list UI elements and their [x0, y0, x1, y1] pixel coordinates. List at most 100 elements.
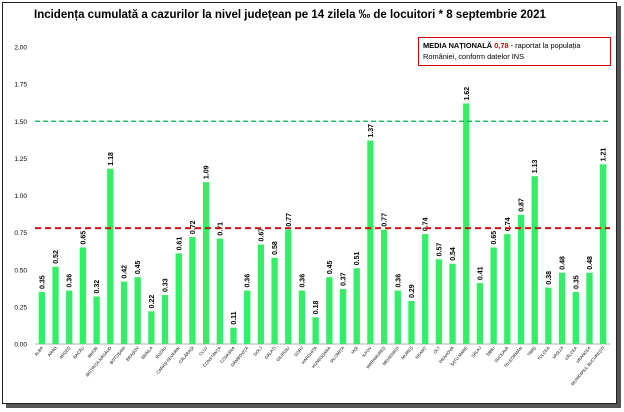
bar: [298, 290, 306, 344]
bar: [339, 289, 347, 344]
data-label: 0.41: [477, 266, 484, 280]
bar: [600, 164, 607, 344]
x-tick-label: IAŞI: [350, 345, 359, 354]
bar: [517, 214, 525, 344]
data-label: 0.36: [299, 274, 306, 288]
x-tick-label: BIHOR: [87, 345, 99, 358]
bar: [216, 238, 223, 344]
bar: [271, 257, 278, 344]
data-label: 0.11: [231, 311, 238, 324]
y-tick-label: 0.25: [14, 304, 27, 311]
chart-frame: [2, 2, 617, 404]
y-tick-label: 1.00: [14, 193, 27, 200]
bar: [189, 237, 196, 344]
x-tick-label: BUZĂU: [154, 345, 167, 359]
x-tick-label: DOLJ: [252, 345, 263, 356]
bar: [257, 244, 265, 344]
data-label: 0.29: [409, 284, 416, 298]
x-tick-label: TULCEA: [536, 345, 551, 361]
note-value: 0,78: [494, 41, 509, 50]
x-tick-label: BRĂILA: [140, 345, 154, 360]
note-label: MEDIA NAȚIONALĂ: [423, 41, 493, 50]
data-label: 0.33: [163, 278, 170, 292]
data-label: 1.18: [108, 152, 115, 166]
data-label: 0.57: [436, 243, 443, 257]
bar: [161, 294, 169, 344]
data-label: 0.45: [135, 260, 142, 274]
data-label: 0.87: [519, 198, 526, 212]
bar: [244, 290, 251, 344]
x-tick-label: IALOMIŢA: [329, 345, 346, 363]
data-label: 0.38: [546, 271, 553, 285]
x-tick-label: SĂLAJ: [470, 345, 482, 358]
x-tick-label: OLT: [432, 345, 441, 355]
chart-title: Incidența cumulată a cazurilor la nivel …: [34, 9, 546, 21]
bar: [449, 263, 456, 344]
bar: [490, 247, 497, 344]
bar: [367, 140, 374, 344]
bar: [572, 292, 579, 344]
bar: [202, 182, 210, 344]
x-tick-label: ARAD: [46, 345, 57, 357]
data-label: 0.74: [505, 217, 512, 231]
data-label: 0.48: [587, 256, 594, 270]
bar: [394, 290, 401, 344]
bar: [107, 168, 114, 344]
data-label: 0.36: [67, 274, 74, 288]
x-tick-label: ARGEŞ: [58, 345, 71, 360]
bar: [353, 268, 360, 344]
bar: [38, 292, 45, 344]
data-label: 0.36: [245, 274, 252, 288]
x-tick-label: VASLUI: [551, 345, 564, 359]
bar: [476, 283, 484, 344]
x-tick-label: GIURGIU: [275, 345, 290, 362]
bar: [326, 277, 333, 344]
y-tick-label: 0.50: [14, 267, 27, 274]
bar: [435, 259, 443, 344]
bar: [66, 290, 73, 344]
x-tick-label: ILFOV: [361, 345, 373, 358]
data-label: 0.65: [80, 231, 87, 245]
data-label: 0.58: [272, 241, 279, 255]
bar: [422, 234, 429, 344]
data-label: 0.52: [53, 250, 60, 264]
data-label: 0.61: [176, 237, 183, 251]
x-tick-label: GALAŢI: [263, 345, 276, 360]
y-tick-label: 1.25: [14, 156, 27, 163]
data-label: 0.65: [491, 231, 498, 245]
bar: [531, 176, 538, 344]
y-tick-label: 2.00: [14, 45, 27, 52]
bar: [79, 247, 87, 344]
x-tick-label: SIBIU: [485, 345, 496, 357]
x-tick-label: CLUJ: [198, 345, 209, 356]
bar: [312, 317, 319, 344]
data-label: 0.77: [382, 213, 389, 227]
x-tick-label: GORJ: [293, 345, 304, 357]
y-tick-label: 1.50: [14, 119, 27, 126]
bar: [504, 234, 511, 344]
x-tick-label: TIMIŞ: [526, 345, 537, 357]
data-label: 1.13: [532, 159, 539, 173]
y-tick-label: 0.00: [14, 342, 27, 349]
data-label: 0.48: [560, 256, 567, 270]
data-label: 0.51: [354, 252, 361, 266]
data-label: 0.72: [190, 220, 197, 234]
data-label: 0.74: [423, 217, 430, 231]
bar: [52, 266, 59, 344]
bar: [134, 277, 141, 344]
bar: [463, 103, 470, 345]
bar: [120, 281, 128, 344]
y-tick-label: 0.75: [14, 230, 27, 237]
bar: [558, 272, 566, 344]
x-tick-label: BRAŞOV: [125, 345, 140, 362]
bar: [545, 287, 552, 344]
x-tick-label: BACĂU: [72, 345, 85, 359]
y-tick-label: 1.75: [14, 82, 27, 89]
data-label: 0.32: [94, 280, 101, 294]
data-label: 1.62: [464, 87, 471, 101]
data-label: 0.77: [286, 213, 293, 227]
data-label: 0.35: [573, 275, 580, 289]
data-label: 1.09: [204, 165, 211, 179]
bar: [230, 327, 237, 344]
